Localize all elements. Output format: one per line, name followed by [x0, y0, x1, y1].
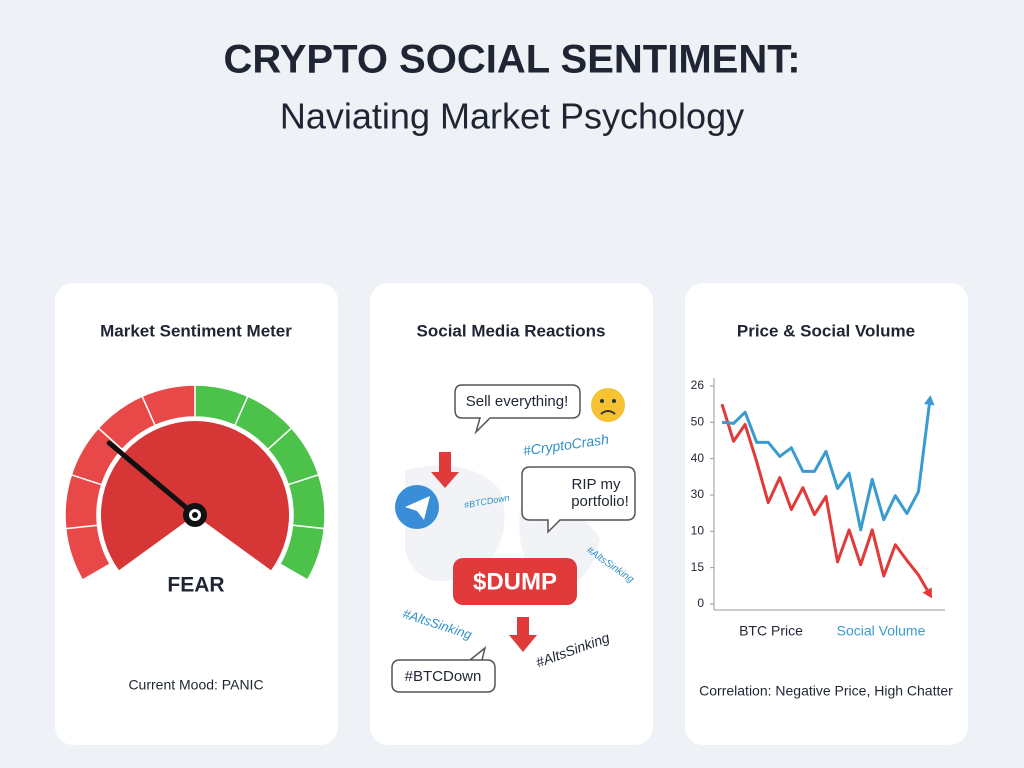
- chart: 26 50 40 30 10 15 0 BTC Price Social Volume: [691, 378, 945, 639]
- subtitle: Naviating Market Psychology: [280, 96, 744, 137]
- y-tick-label: 40: [691, 451, 705, 465]
- card-title: Price & Social Volume: [737, 321, 915, 340]
- line: [720, 403, 932, 596]
- card: [370, 283, 653, 745]
- title: CRYPTO SOCIAL SENTIMENT:: [223, 38, 800, 82]
- y-tick-label: 15: [691, 560, 705, 574]
- needle: [106, 440, 198, 518]
- line: [721, 398, 932, 532]
- legend-entry: BTC Price: [739, 623, 803, 639]
- y-tick-label: 30: [691, 487, 705, 501]
- y-tick-label: 10: [691, 524, 705, 538]
- gauge: [64, 384, 326, 582]
- post: Sell everything!: [466, 393, 569, 410]
- gauge-core: [101, 421, 289, 571]
- legend-entry: Social Volume: [837, 623, 926, 639]
- card-title: Market Sentiment Meter: [100, 321, 292, 340]
- badge: $DUMP: [473, 568, 557, 595]
- gauge-segment: [278, 524, 326, 582]
- arrowhead: [924, 395, 935, 406]
- card-footer: Correlation: Negative Price, High Chatte…: [699, 683, 953, 699]
- gauge-segment: [287, 473, 326, 530]
- gauge-label: FEAR: [167, 574, 224, 597]
- post-line: portfolio!: [571, 493, 629, 510]
- y-tick-label: 0: [697, 596, 704, 610]
- arrowhead: [922, 587, 933, 599]
- card: [685, 283, 968, 745]
- card-title: Social Media Reactions: [417, 321, 606, 340]
- post-line: RIP my: [572, 476, 621, 493]
- y-tick-label: 50: [691, 415, 705, 429]
- card-footer: Current Mood: PANIC: [128, 677, 263, 693]
- y-tick-label: 26: [691, 378, 705, 392]
- social-art: ₿: [391, 384, 636, 693]
- post: #BTCDown: [405, 668, 482, 685]
- hub: [192, 512, 198, 518]
